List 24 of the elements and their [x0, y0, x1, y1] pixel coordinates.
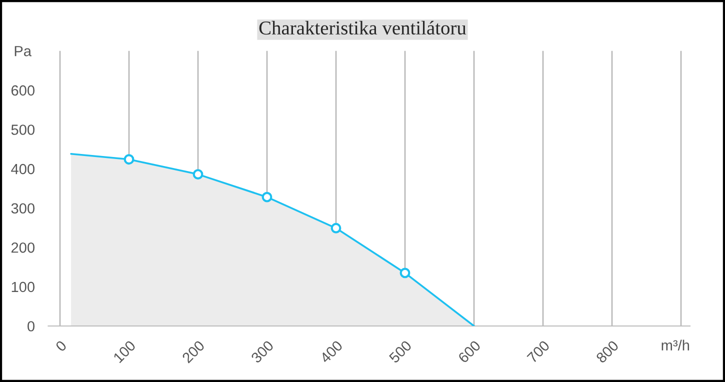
x-tick-label: 500 — [388, 340, 412, 364]
y-tick-label: 500 — [11, 124, 35, 135]
point — [330, 222, 342, 234]
x-tick-label: 0 — [54, 340, 68, 352]
y-tick-label: 600 — [11, 85, 35, 96]
y-axis-title: Pa — [14, 46, 32, 56]
x-axis-title: m³/h — [662, 340, 690, 350]
x-tick-label: 200 — [182, 340, 206, 364]
y-tick-label: 400 — [11, 164, 35, 174]
y-tick-label: 100 — [12, 282, 35, 292]
y-tick-label: 300 — [11, 203, 35, 214]
y-tick-label: 200 — [11, 242, 35, 253]
x-tick-label: 600 — [458, 340, 482, 364]
chart-title: Charakteristika ventilátoru — [259, 20, 466, 35]
point — [400, 268, 410, 278]
point — [262, 192, 272, 202]
x-tick-label: 100 — [112, 340, 136, 364]
x-tick-label: 300 — [250, 340, 274, 364]
x-tick-label: 400 — [319, 340, 344, 364]
y-tick-label: 0 — [28, 321, 35, 332]
point — [124, 154, 134, 165]
x-tick-label: 800 — [596, 340, 620, 364]
point — [192, 169, 204, 180]
x-tick-label: 700 — [526, 340, 550, 364]
